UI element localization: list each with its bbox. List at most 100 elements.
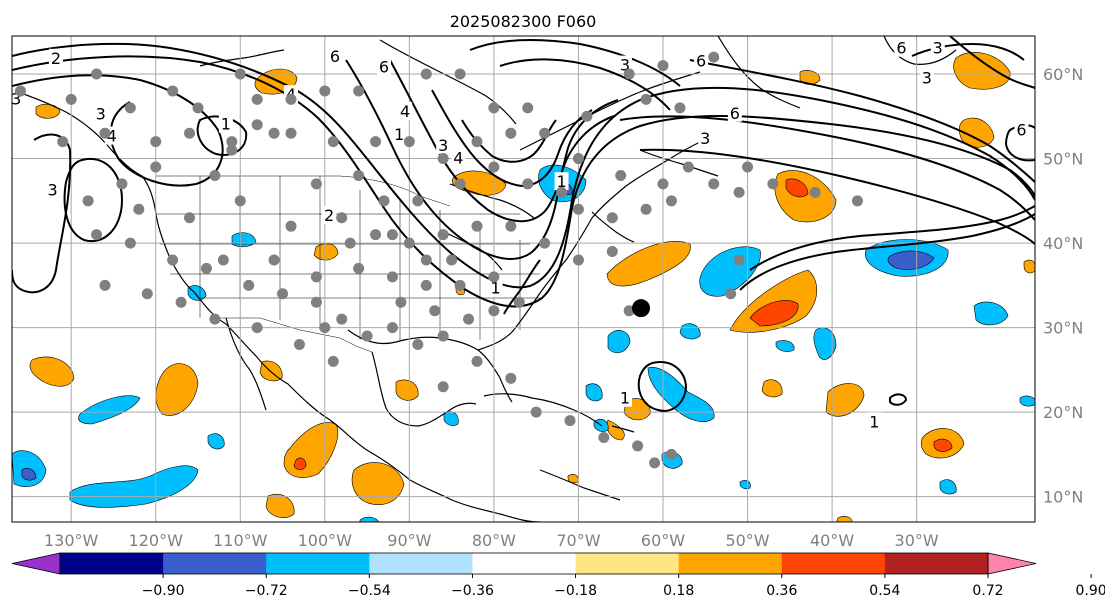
colorbar-segment [266,553,370,574]
contour-label: 3 [96,105,106,124]
contour-label-bg [392,124,407,143]
contour-label-bg [554,172,569,191]
lon-tick-label: 80°W [472,531,516,550]
colorbar-segment [472,553,577,574]
colorbar-tick-label: 0.36 [766,583,797,599]
gray-dot [403,237,415,249]
gray-dot [488,271,500,283]
lon-tick-label: 70°W [556,531,600,550]
contour-label: 6 [730,104,740,123]
lon-tick-label: 120°W [129,531,184,550]
colorbar-segment [781,553,886,574]
contour-label: 4 [400,102,410,121]
contour-label-bg [327,47,342,66]
contour-label-bg [451,148,466,167]
us-canada-border [156,175,451,207]
contour-line [889,393,908,406]
shade-blue [939,479,957,495]
lon-tick-label: 100°W [298,531,353,550]
shade-darkblue [21,468,37,481]
contour-label: 3 [438,136,448,155]
contour-label: 1 [620,389,630,408]
contour-label-bg [322,206,337,225]
gray-dot [420,68,432,80]
shade-blue [1019,395,1035,407]
colorbar-tick-label: −0.72 [245,583,288,599]
gray-dot [226,144,238,156]
map-area: 23343146641342113663633611 [12,36,1035,522]
colorbar-tick-label: 0.18 [663,583,694,599]
colorbar-segment [163,553,267,574]
gray-dot [437,153,449,165]
gray-dot [353,169,365,181]
coastline [483,393,603,427]
contour-line [499,58,671,111]
gray-dot [124,102,136,114]
gray-dot [809,186,821,198]
contour-label: 4 [107,127,117,146]
contour-label: 3 [933,39,943,58]
gray-dot [353,262,365,274]
contour-label-bg [1014,120,1029,139]
gray-dot [217,254,229,266]
coastline [477,139,705,351]
gray-dot [116,178,128,190]
contour-label: 1 [491,279,501,298]
contour-label-bg [930,38,945,57]
contour-label: 6 [1016,121,1026,140]
coastline [371,351,477,427]
contour-label-bg [45,180,60,199]
gray-dot [91,229,103,241]
lat-tick-label: 30°N [1043,319,1083,338]
colorbar-tick-label: 0.72 [972,583,1003,599]
shade-orange [836,516,853,522]
coastline [379,39,517,125]
coastline [717,36,801,109]
coastline-layer [12,36,957,522]
contour-label-bg [436,135,451,154]
gray-dot [310,271,322,283]
gray-dot [851,195,863,207]
gray-dot [420,279,432,291]
contour-label: 6 [379,57,389,76]
gray-dot [530,406,542,418]
gray-dot [251,93,263,105]
lat-tick-label: 40°N [1043,234,1083,253]
gray-dot [65,93,77,105]
contour-label-bg [694,51,709,70]
coastline [611,425,635,433]
gray-dot [234,68,246,80]
colorbar-extend-high [987,552,1037,575]
lon-tick-label: 60°W [641,531,685,550]
gray-dot [572,254,584,266]
gray-dot [488,305,500,317]
gray-dot [336,313,348,325]
chart-title: 2025082300 F060 [450,12,597,31]
gray-dot [184,212,196,224]
gray-dot [708,178,720,190]
gray-dot [268,127,280,139]
gray-dot [572,203,584,215]
latitude-labels: 60°N 50°N 40°N 30°N 20°N 10°N [1043,65,1083,507]
gray-dot [243,279,255,291]
gray-dot [598,431,610,443]
gray-dot [370,229,382,241]
gray-dot [581,110,593,122]
contour-line [949,36,1035,89]
gray-dot [386,271,398,283]
gray-dot [14,85,26,97]
gray-dot [285,220,297,232]
gray-dot [733,186,745,198]
gray-dot [539,127,551,139]
colorbar-tick-label: −0.36 [451,583,494,599]
contour-line [689,59,1035,183]
lat-tick-label: 20°N [1043,403,1083,422]
coastline [347,329,513,403]
longitude-labels: 130°W 120°W 110°W 100°W 90°W 80°W 70°W 60°W 50°W… [44,531,939,550]
contour-line [639,148,1035,245]
gray-dot [708,51,720,63]
gray-dot [657,178,669,190]
shade-darkblue [887,250,935,270]
gray-dot [386,229,398,241]
gray-dot [513,296,525,308]
